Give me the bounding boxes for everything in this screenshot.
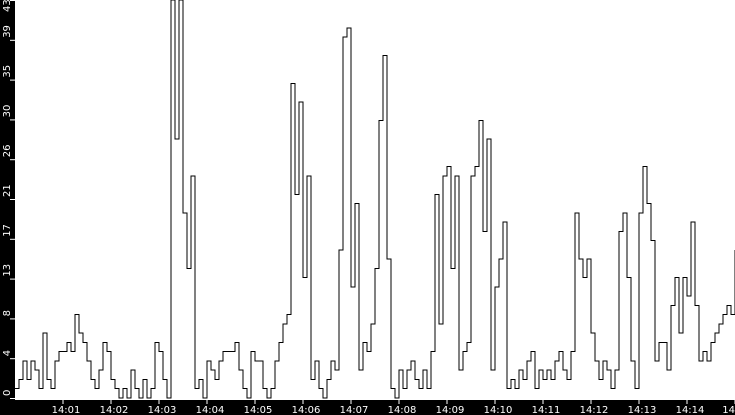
x-tick-label: 14:14 [676,405,705,415]
x-tick-label: 14:05 [244,405,273,415]
x-tick-label: 14:02 [100,405,129,415]
x-tick-label: 14:09 [436,405,465,415]
y-tick-label: 43 [2,0,13,12]
series-line [15,0,735,399]
x-tick-label: 14:06 [292,405,321,415]
y-tick-label: 30 [2,105,13,118]
y-tick-label: 26 [2,144,13,157]
x-tick-label: 14:04 [196,405,225,415]
x-tick-label: 14:12 [580,405,609,415]
x-tick-label: 14 [722,405,735,415]
y-tick-label: 0 [2,390,13,396]
plot-area [15,0,735,400]
x-tick-label: 14:01 [52,405,81,415]
y-tick-label: 21 [2,184,13,197]
x-tick-label: 14:07 [340,405,369,415]
y-tick-label: 13 [2,264,13,277]
x-tick-label: 14:10 [484,405,513,415]
x-axis-band [0,400,735,415]
y-axis-band [0,0,15,415]
x-tick-label: 14:03 [148,405,177,415]
x-tick-label: 14:11 [532,405,561,415]
y-tick-label: 4 [2,350,13,356]
y-tick-label: 17 [2,224,13,237]
y-tick-label: 39 [2,25,13,38]
y-tick-label: 8 [2,310,13,316]
x-tick-label: 14:08 [388,405,417,415]
y-tick-label: 35 [2,65,13,78]
x-tick-label: 14:13 [628,405,657,415]
